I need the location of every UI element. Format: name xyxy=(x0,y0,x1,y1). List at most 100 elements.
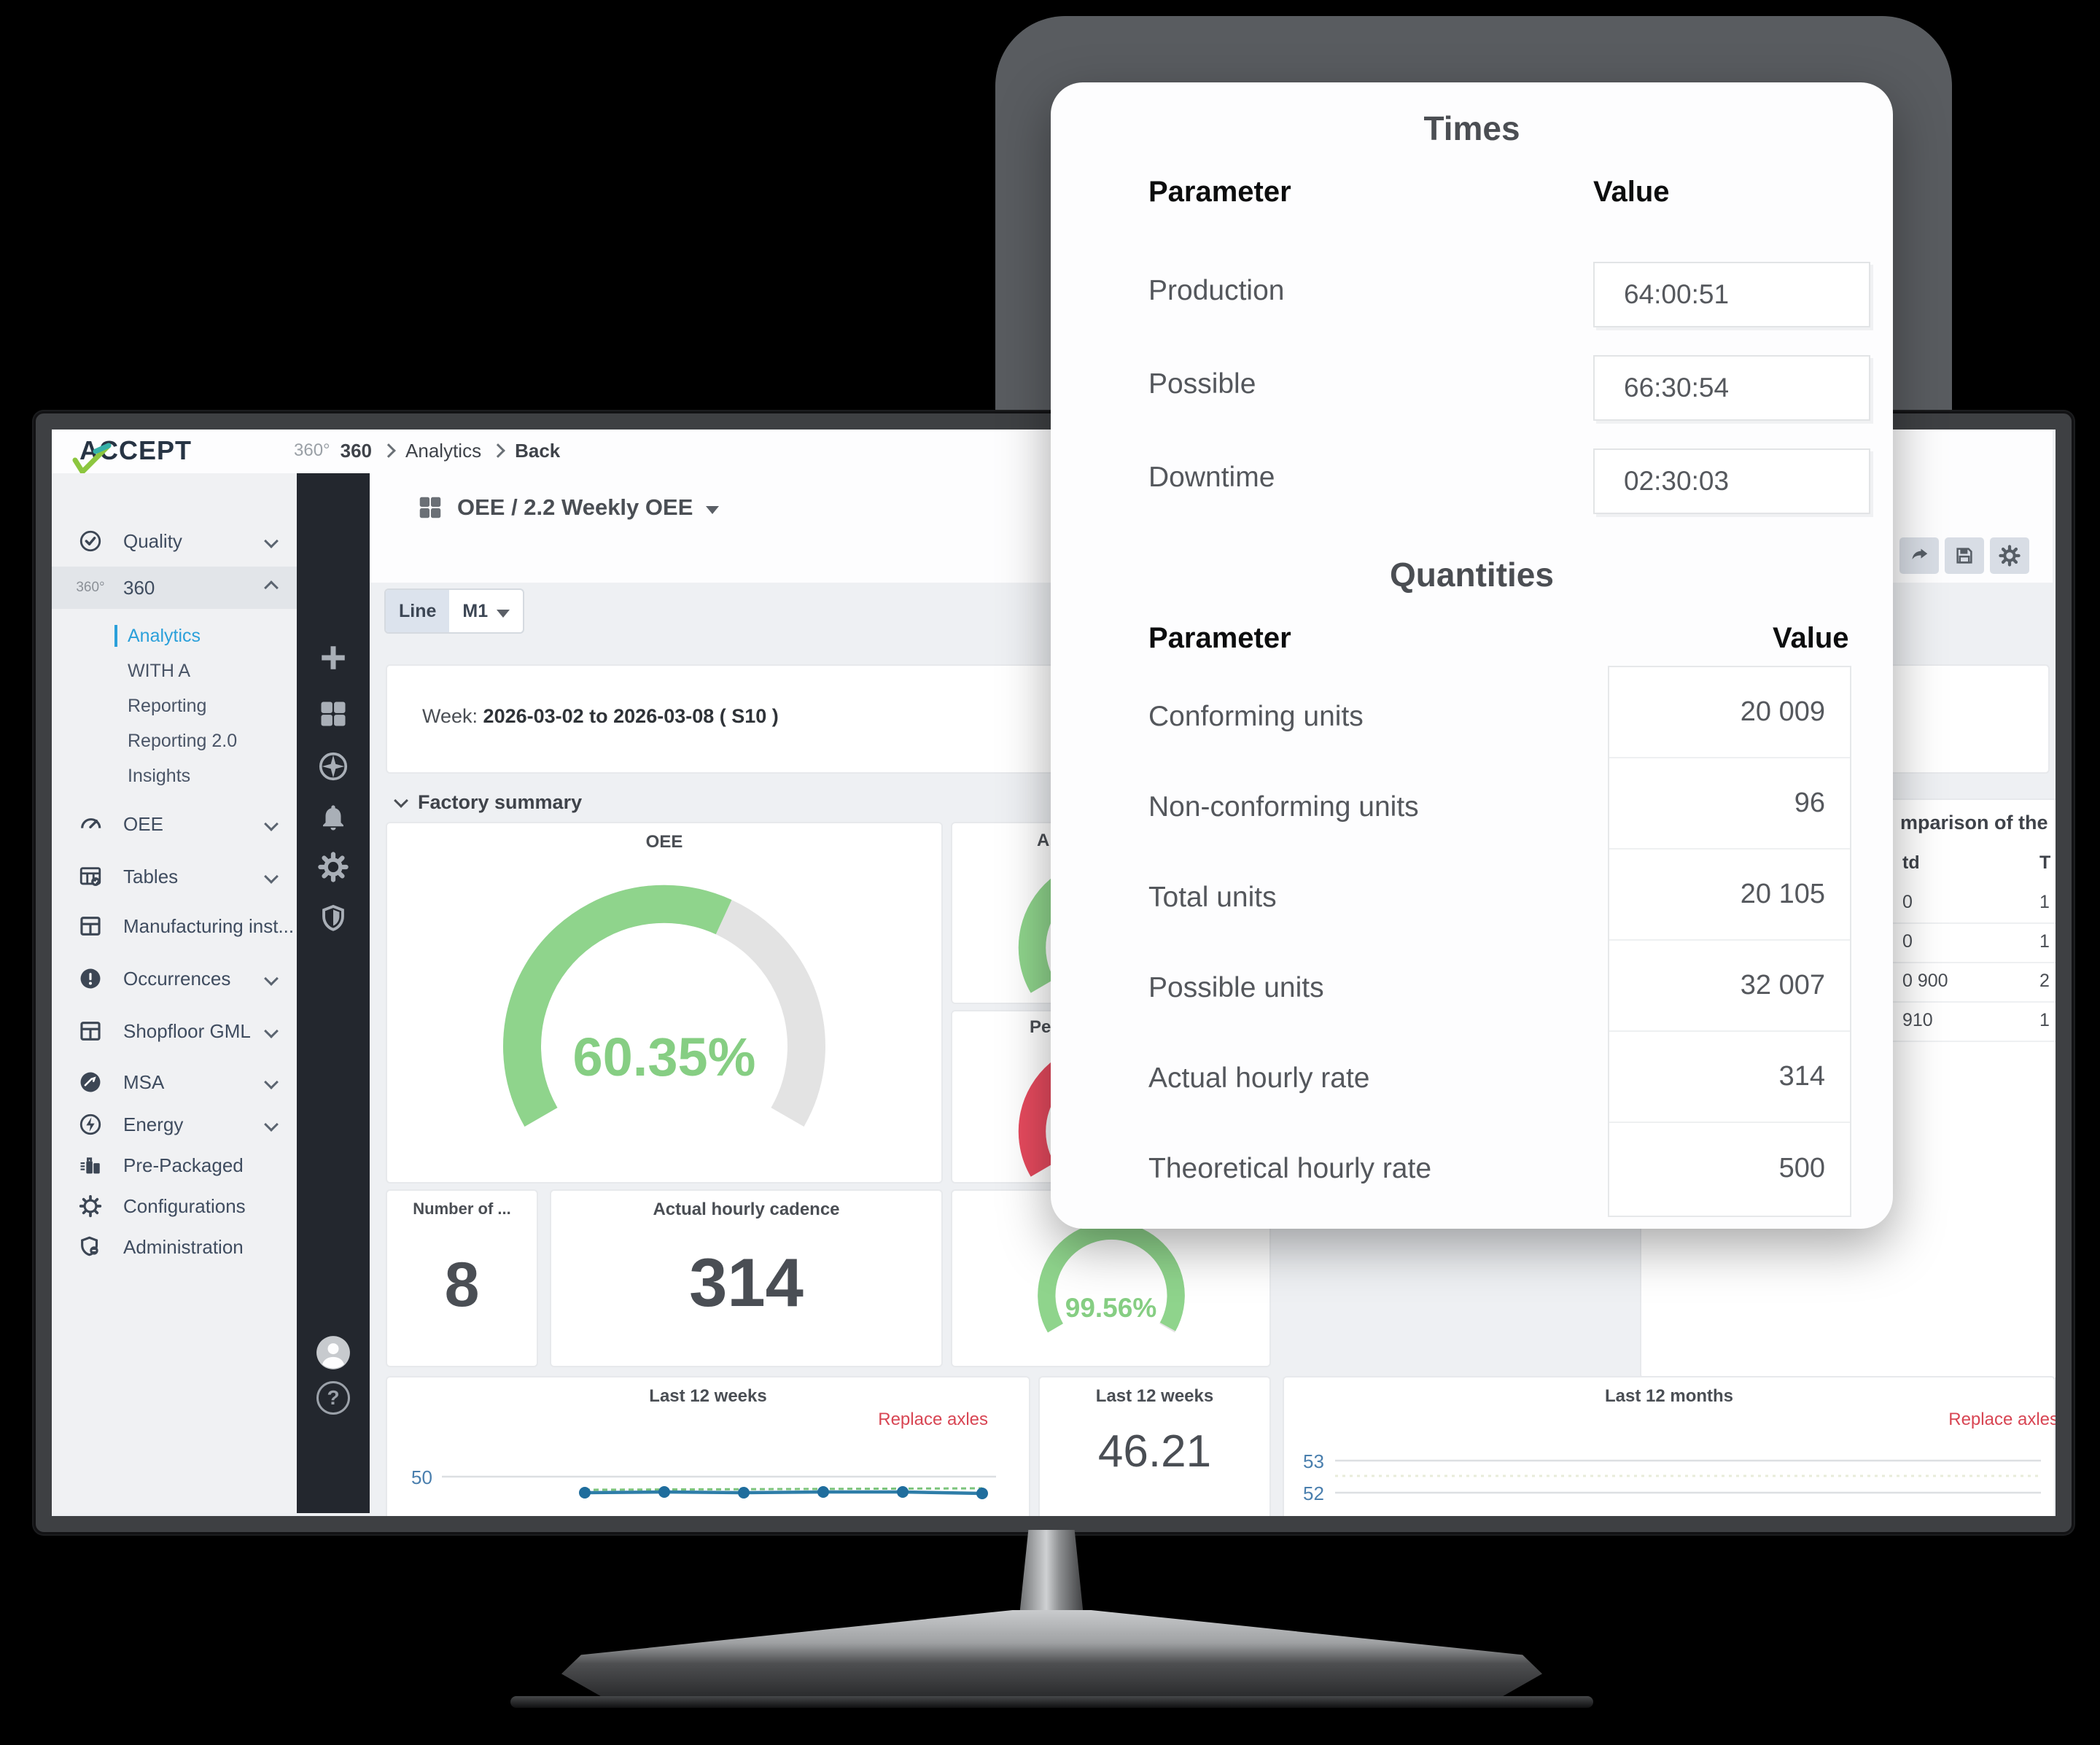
sidebar-item-pre-packaged[interactable]: Pre-Packaged xyxy=(52,1144,297,1186)
settings-gear-icon[interactable] xyxy=(297,847,370,887)
logo-check-icon xyxy=(72,443,112,476)
line-filter-label: Line xyxy=(386,590,450,632)
months-chart-card: Last 12 months Replace axles 53 52 51 xyxy=(1283,1376,2056,1516)
quantities-value-cell: 314 xyxy=(1609,1032,1850,1123)
sidebar-subitem-with-a[interactable]: WITH A xyxy=(52,654,297,688)
quantities-row-label: Conforming units xyxy=(1148,701,1364,732)
sidebar-item-shopfloor-gml[interactable]: Shopfloor GML xyxy=(52,1010,297,1052)
sidebar-item-configurations[interactable]: Configurations xyxy=(52,1185,297,1227)
sidebar-item-manufacturing-instructions[interactable]: Manufacturing inst... xyxy=(52,905,297,947)
weeks-chart-card: Last 12 weeks Replace axles 50 xyxy=(386,1376,1030,1516)
weeks-chart-title: Last 12 weeks xyxy=(649,1386,767,1406)
sidebar-item-label: Quality xyxy=(123,529,182,552)
share-button[interactable] xyxy=(1899,537,1939,574)
accept-logo: ACCEPT xyxy=(72,434,192,476)
months-chart-annotation: Replace axles xyxy=(1948,1410,2056,1429)
breadcrumb: 360° 360 Analytics Back xyxy=(294,430,560,472)
times-row-label: Production xyxy=(1148,275,1285,306)
breadcrumb-360[interactable]: 360 xyxy=(340,439,373,462)
times-value-input[interactable]: 64:00:51 xyxy=(1593,262,1870,327)
sidebar-item-label: Administration xyxy=(123,1235,244,1258)
sidebar-item-energy[interactable]: Energy xyxy=(52,1103,297,1146)
chevron-up-icon xyxy=(264,580,279,595)
times-title: Times xyxy=(1423,109,1520,147)
factory-summary-title: Factory summary xyxy=(418,791,583,813)
table-icon xyxy=(78,864,103,889)
sidebar-item-360[interactable]: 360° 360 xyxy=(52,567,297,609)
line-filter[interactable]: Line M1 xyxy=(384,588,525,634)
comparison-title: mparison of the xyxy=(1900,812,2048,833)
chevron-down-icon xyxy=(264,817,279,831)
sidebar-subitem-insights[interactable]: Insights xyxy=(52,759,297,793)
quantities-row-label: Non-conforming units xyxy=(1148,791,1419,823)
save-button[interactable] xyxy=(1945,537,1984,574)
quality-gauge xyxy=(1038,1221,1185,1333)
sidebar-item-administration[interactable]: Administration xyxy=(52,1226,297,1268)
sidebar-item-occurrences[interactable]: Occurrences xyxy=(52,957,297,1000)
quantities-value-cell: 32 007 xyxy=(1609,941,1850,1032)
view-settings-button[interactable] xyxy=(1990,537,2029,574)
comparison-cell: 1 xyxy=(2039,892,2050,912)
notifications-bell-icon[interactable] xyxy=(297,797,370,838)
week-range-value: 2026-03-02 to 2026-03-08 ( S10 ) xyxy=(483,705,779,727)
sidebar-item-label: Occurrences xyxy=(123,967,231,990)
factory-summary-header[interactable]: Factory summary xyxy=(394,791,583,814)
compass-icon[interactable] xyxy=(297,746,370,787)
breadcrumb-back[interactable]: Back xyxy=(515,439,561,462)
shield-icon[interactable] xyxy=(297,898,370,938)
times-value-input[interactable]: 02:30:03 xyxy=(1593,448,1870,514)
chevron-down-icon xyxy=(264,1117,279,1132)
sidebar-item-label: MSA xyxy=(123,1070,165,1093)
quantities-row-label: Total units xyxy=(1148,882,1277,913)
quantities-row-label: Actual hourly rate xyxy=(1148,1062,1370,1094)
chevron-right-icon xyxy=(491,443,505,458)
sidebar-item-msa[interactable]: MSA xyxy=(52,1061,297,1103)
quality-value: 99.56% xyxy=(1065,1293,1157,1323)
sidebar-subitem-reporting-2[interactable]: Reporting 2.0 xyxy=(52,724,297,758)
sidebar-subitem-label: WITH A xyxy=(128,660,191,681)
weeks-chart-annotation: Replace axles xyxy=(878,1410,988,1429)
msa-icon xyxy=(78,1070,103,1095)
comparison-cell: 910 xyxy=(1902,1010,1933,1030)
oee-value: 60.35% xyxy=(572,1027,756,1087)
dashboard-title-text: OEE / 2.2 Weekly OEE xyxy=(457,494,693,520)
comparison-cell: 1 xyxy=(2039,1010,2050,1030)
sidebar-subitem-reporting[interactable]: Reporting xyxy=(52,689,297,723)
months-line-chart: 53 52 51 xyxy=(1303,1450,2041,1516)
tool-rail: ? xyxy=(297,473,370,1513)
sidebar-item-tables[interactable]: Tables xyxy=(52,855,297,898)
quantities-value-cell: 96 xyxy=(1609,758,1850,850)
oee-gauge-card: OEE 60.35% xyxy=(386,822,943,1184)
help-icon[interactable]: ? xyxy=(297,1377,370,1418)
energy-icon xyxy=(78,1112,103,1137)
comparison-col1: td xyxy=(1902,852,1920,873)
times-col-parameter: Parameter xyxy=(1148,176,1291,208)
add-icon[interactable] xyxy=(297,637,370,678)
svg-text:50: 50 xyxy=(411,1466,432,1488)
sidebar-item-oee[interactable]: OEE xyxy=(52,803,297,845)
chevron-down-icon xyxy=(394,793,408,808)
chevron-down-icon xyxy=(264,1075,279,1089)
times-row-label: Possible xyxy=(1148,368,1256,400)
sidebar-subitem-label: Analytics xyxy=(128,625,201,646)
parameters-popup: Times Parameter Value Production 64:00:5… xyxy=(1051,82,1893,1229)
sidebar-item-label: 360 xyxy=(123,576,155,599)
line-filter-value[interactable]: M1 xyxy=(449,590,523,632)
times-value-input[interactable]: 66:30:54 xyxy=(1593,355,1870,421)
dashboard-title[interactable]: OEE / 2.2 Weekly OEE xyxy=(416,494,720,521)
sidebar-item-label: Tables xyxy=(123,865,179,887)
sidebar-subitem-analytics[interactable]: Analytics xyxy=(52,619,297,653)
chevron-down-icon xyxy=(264,869,279,884)
sidebar-subitem-label: Reporting xyxy=(128,695,207,716)
sidebar-item-quality[interactable]: Quality xyxy=(52,520,297,562)
svg-text:51: 51 xyxy=(1303,1515,1324,1516)
avatar[interactable] xyxy=(297,1332,370,1373)
cadence-value: 314 xyxy=(689,1244,804,1321)
dashboard-grid-icon[interactable] xyxy=(297,693,370,734)
comparison-col2: T xyxy=(2039,852,2051,873)
chevron-down-icon xyxy=(264,534,279,548)
quantities-row-label: Possible units xyxy=(1148,972,1324,1003)
breadcrumb-analytics[interactable]: Analytics xyxy=(405,439,482,462)
monitor-reflection xyxy=(510,1696,1593,1708)
sidebar-item-label: Configurations xyxy=(123,1194,246,1217)
